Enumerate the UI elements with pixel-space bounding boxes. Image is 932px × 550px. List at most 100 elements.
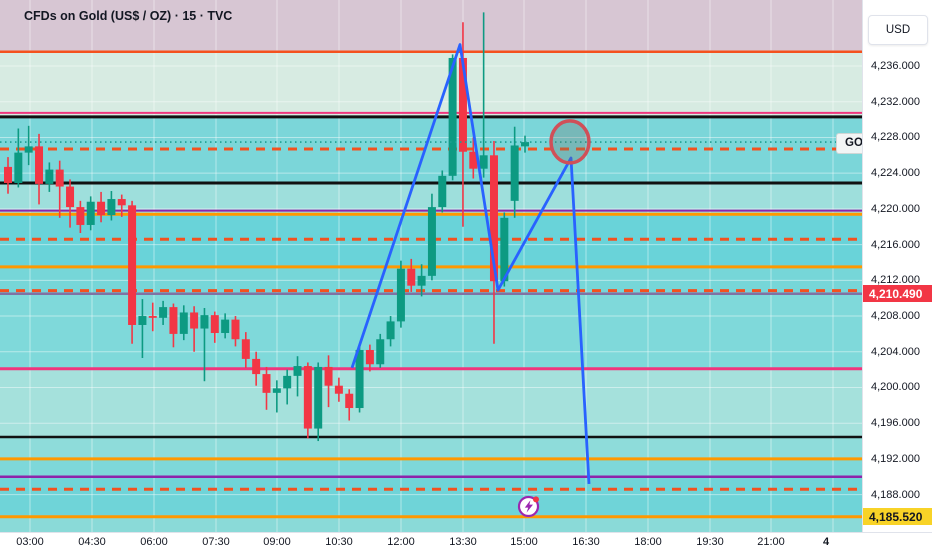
price-axis-label: 4,224.000 <box>871 167 920 180</box>
level-price-badge[interactable]: 4,185.520 <box>863 508 932 526</box>
time-axis-label: 03:00 <box>16 536 44 548</box>
price-axis-label: 4,192.000 <box>871 452 920 465</box>
candle-body <box>386 321 395 340</box>
alert-price-value: 4,210.490 <box>869 286 923 301</box>
candle-body <box>159 307 168 318</box>
currency-toggle-button[interactable]: USD <box>868 15 928 45</box>
candle-body <box>190 312 199 329</box>
candle-body <box>45 169 54 184</box>
price-axis-label: 4,196.000 <box>871 417 920 430</box>
candle-body <box>128 205 137 325</box>
candle-body <box>500 217 509 282</box>
trendline-drawing[interactable] <box>350 43 591 485</box>
candle-body <box>221 319 230 334</box>
candle-body <box>24 146 33 153</box>
candle-body <box>231 319 240 340</box>
candle-body <box>200 315 209 329</box>
candle-body <box>324 366 333 386</box>
price-axis-label: 4,188.000 <box>871 488 920 501</box>
candle-body <box>138 316 147 325</box>
candle-body <box>35 146 44 184</box>
time-axis[interactable]: 03:00 04:30 06:00 07:30 09:00 10:30 12:00 13:30… <box>0 532 932 550</box>
alert-price-badge[interactable]: 4,210.490 <box>863 285 932 303</box>
time-axis-label: 16:30 <box>572 536 600 548</box>
background-band <box>0 516 862 532</box>
price-axis-label: 4,236.000 <box>871 60 920 72</box>
candle-body <box>510 145 519 201</box>
candle-body <box>303 366 312 429</box>
candle-body <box>376 339 385 365</box>
time-axis-label: 12:00 <box>387 536 415 548</box>
background-band <box>0 476 862 517</box>
time-axis-label: 07:30 <box>202 536 230 548</box>
candle-body <box>4 166 12 183</box>
candle-body <box>241 339 250 359</box>
time-axis-label: 18:00 <box>634 536 662 548</box>
candle-body <box>417 275 426 286</box>
candle-body <box>262 374 271 393</box>
candle-body <box>283 375 292 389</box>
candle-body <box>355 349 364 409</box>
candle-body <box>396 268 405 322</box>
candle-body <box>86 201 95 225</box>
candle-body <box>293 366 302 376</box>
price-axis-label: 4,208.000 <box>871 310 920 323</box>
candle-body <box>210 315 219 334</box>
candle-body <box>55 169 64 187</box>
candle-body <box>117 199 126 206</box>
candle-body <box>407 268 416 286</box>
chart-pane[interactable]: CFDs on Gold (US$ / OZ) · 15 · TVC GOLD … <box>0 0 862 532</box>
time-axis-label: 19:30 <box>696 536 724 548</box>
candle-body <box>179 312 188 334</box>
background-band <box>0 437 862 459</box>
candle-body <box>148 316 157 318</box>
level-price-value: 4,185.520 <box>869 509 923 524</box>
time-axis-label: 04:30 <box>78 536 106 548</box>
candle-body <box>169 307 178 334</box>
background-band <box>0 458 862 477</box>
candle-body <box>521 142 529 147</box>
candle-body <box>76 207 85 225</box>
background-band <box>0 368 862 438</box>
symbol-title[interactable]: CFDs on Gold (US$ / OZ) · 15 · TVC <box>24 9 233 23</box>
candle-body <box>272 388 281 393</box>
price-axis-label: 4,200.000 <box>871 381 920 394</box>
candle-body <box>66 186 75 208</box>
time-axis-label: 15:00 <box>510 536 538 548</box>
candle-body <box>314 366 323 429</box>
symbol-price-badge[interactable]: GOLD 4,227.480 14:34 <box>836 132 862 164</box>
time-axis-label: 09:00 <box>263 536 291 548</box>
background-band <box>0 293 862 369</box>
candle-body <box>97 201 106 216</box>
candle-body <box>107 199 116 216</box>
price-axis[interactable]: USD 4,236.000 4,232.000 4,228.000 4,224.000… <box>862 0 932 532</box>
price-axis-label: 4,212.000 <box>871 274 920 287</box>
lightning-icon <box>517 495 540 518</box>
candle-body <box>458 57 467 152</box>
ellipse-drawing[interactable] <box>549 119 591 165</box>
candlestick-plot <box>0 0 862 532</box>
time-axis-label: 13:30 <box>449 536 477 548</box>
candle-body <box>252 358 261 375</box>
price-axis-label: 4,228.000 <box>871 131 920 144</box>
candle-body <box>448 57 457 176</box>
symbol-badge-label: GOLD <box>836 133 862 155</box>
price-axis-label: 4,232.000 <box>871 95 920 108</box>
candle-body <box>345 393 354 409</box>
price-axis-label: 4,216.000 <box>871 238 920 251</box>
boost-lightning-icon[interactable] <box>517 494 541 518</box>
price-axis-label: 4,220.000 <box>871 202 920 215</box>
background-band <box>0 0 862 52</box>
candle-body <box>469 151 478 169</box>
candle-body <box>489 155 498 282</box>
price-axis-label: 4,204.000 <box>871 345 920 358</box>
candle-body <box>365 349 374 365</box>
candle-body <box>334 385 343 394</box>
background-band <box>0 51 862 117</box>
candle-body <box>479 155 488 169</box>
candle-body <box>14 152 23 183</box>
time-axis-label: 21:00 <box>757 536 785 548</box>
time-axis-label: 4 <box>822 536 830 548</box>
time-axis-label: 06:00 <box>140 536 168 548</box>
